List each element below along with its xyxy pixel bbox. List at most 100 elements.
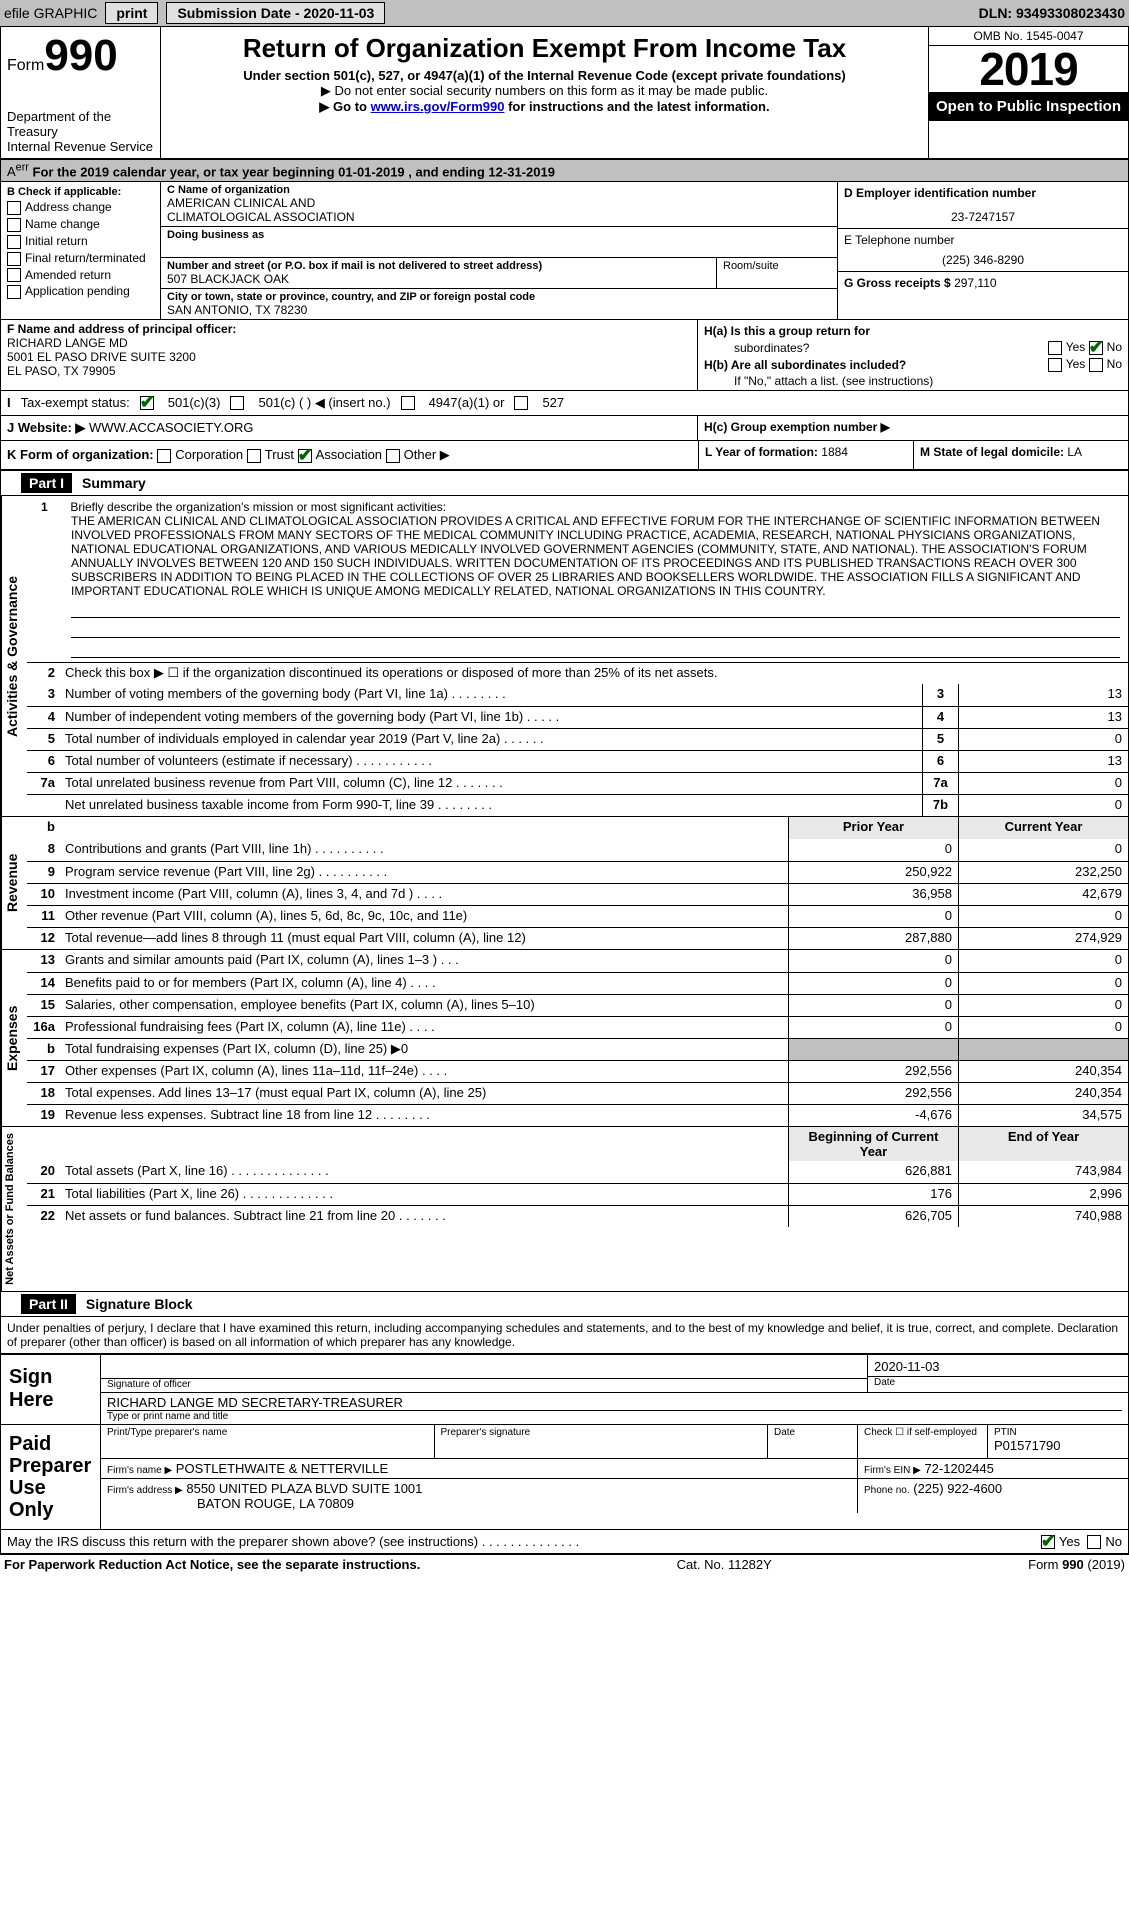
sidelabel-exp: Expenses [1,950,27,1126]
room-suite-label: Room/suite [717,258,837,288]
firm-name: POSTLETHWAITE & NETTERVILLE [176,1461,388,1476]
sidelabel-net: Net Assets or Fund Balances [1,1127,27,1291]
line-7a: 7aTotal unrelated business revenue from … [27,772,1128,794]
dba-label: Doing business as [167,229,831,241]
sig-date: 2020-11-03 [868,1357,1128,1377]
org-name-1: AMERICAN CLINICAL AND [167,196,831,210]
chk-name-change[interactable]: Name change [7,217,154,232]
hc-label: H(c) Group exemption number ▶ [704,420,890,434]
row-k-l-m: K Form of organization: Corporation Trus… [0,441,1129,471]
form-label: Form [7,57,44,74]
sign-here-label: Sign Here [1,1355,101,1424]
gross-receipts: 297,110 [954,276,997,290]
sidelabel-rev: Revenue [1,817,27,949]
officer-addr1: 5001 EL PASO DRIVE SUITE 3200 [7,350,691,364]
form-subtitle: Under section 501(c), 527, or 4947(a)(1)… [169,68,920,83]
line-9: 9Program service revenue (Part VIII, lin… [27,861,1128,883]
line-3: 3Number of voting members of the governi… [27,684,1128,706]
paid-preparer-label: Paid Preparer Use Only [1,1425,101,1529]
f-label: F Name and address of principal officer: [7,322,691,336]
preparer-phone: (225) 922-4600 [913,1481,1002,1496]
officer-name: RICHARD LANGE MD [7,336,691,350]
dln: DLN: 93493308023430 [979,5,1125,21]
tax-exempt-label: Tax-exempt status: [21,395,130,410]
part-i-title: Part I [21,473,72,493]
sig-officer-label: Signature of officer [107,1379,861,1390]
hb-no[interactable] [1089,358,1103,372]
k-label: K Form of organization: [7,447,154,462]
irs-link[interactable]: www.irs.gov/Form990 [371,99,505,114]
chk-amended-return[interactable]: Amended return [7,268,154,283]
chk-4947[interactable] [401,396,415,410]
efile-label: efile GRAPHIC [4,5,97,21]
chk-527[interactable] [514,396,528,410]
ptin: P01571790 [994,1438,1122,1453]
gross-receipts-label: G Gross receipts $ [844,276,951,290]
net-header: Beginning of Current Year End of Year [27,1127,1128,1161]
chk-501c3[interactable] [140,396,154,410]
ha-no[interactable] [1089,341,1103,355]
part-i-header: Part I Summary [0,471,1129,496]
org-name-label: C Name of organization [167,184,831,196]
line-10: 10Investment income (Part VIII, column (… [27,883,1128,905]
discuss-no[interactable] [1087,1535,1101,1549]
print-button[interactable]: print [105,2,158,24]
chk-other[interactable] [386,449,400,463]
col-b-checkboxes: B Check if applicable: Address change Na… [1,182,161,319]
date-label: Date [874,1377,1122,1388]
hb-note: If "No," attach a list. (see instruction… [704,374,1122,388]
line-15: 15Salaries, other compensation, employee… [27,994,1128,1016]
phone-label: E Telephone number [844,233,1122,247]
telephone: (225) 346-8290 [844,253,1122,267]
firm-ein: 72-1202445 [924,1461,993,1476]
mission-text: THE AMERICAN CLINICAL AND CLIMATOLOGICAL… [71,514,1100,598]
ha-yes[interactable] [1048,341,1062,355]
catalog-number: Cat. No. 11282Y [677,1557,772,1572]
line-4: 4Number of independent voting members of… [27,706,1128,728]
line-16a: 16aProfessional fundraising fees (Part I… [27,1016,1128,1038]
part-ii-name: Signature Block [86,1294,193,1314]
col-d-e-g: D Employer identification number 23-7247… [838,182,1128,319]
line-14: 14Benefits paid to or for members (Part … [27,972,1128,994]
tax-year: 2019 [929,46,1128,92]
part-ii-title: Part II [21,1294,76,1314]
expenses-section: Expenses 13Grants and similar amounts pa… [0,950,1129,1127]
chk-501c[interactable] [230,396,244,410]
open-inspection: Open to Public Inspection [929,92,1128,121]
hb-yes[interactable] [1048,358,1062,372]
dept-treasury: Department of the Treasury [7,109,154,139]
chk-corp[interactable] [157,449,171,463]
rev-header: b Prior Year Current Year [27,817,1128,839]
discuss-yes[interactable] [1041,1535,1055,1549]
firm-addr1: 8550 UNITED PLAZA BLVD SUITE 1001 [186,1481,422,1496]
line-17: 17Other expenses (Part IX, column (A), l… [27,1060,1128,1082]
form-number: 990 [44,31,117,80]
part-i-name: Summary [82,473,146,493]
chk-initial-return[interactable]: Initial return [7,234,154,249]
row-website: J Website: ▶ WWW.ACCASOCIETY.ORG H(c) Gr… [0,416,1129,441]
officer-sig-name: RICHARD LANGE MD SECRETARY-TREASURER [107,1395,1122,1411]
line-b: bTotal fundraising expenses (Part IX, co… [27,1038,1128,1060]
section-f-h: F Name and address of principal officer:… [0,320,1129,391]
ein-label: D Employer identification number [844,186,1122,200]
dept-irs: Internal Revenue Service [7,139,154,154]
section-b-c-d: B Check if applicable: Address change Na… [0,182,1129,320]
submission-date: Submission Date - 2020-11-03 [166,2,385,24]
line-22: 22Net assets or fund balances. Subtract … [27,1205,1128,1227]
revenue-section: Revenue b Prior Year Current Year 8Contr… [0,817,1129,950]
city-state-zip: SAN ANTONIO, TX 78230 [167,303,831,317]
chk-assoc[interactable] [298,449,312,463]
discuss-row: May the IRS discuss this return with the… [0,1530,1129,1555]
form-header: Form990 Department of the Treasury Inter… [0,26,1129,160]
line-13: 13Grants and similar amounts paid (Part … [27,950,1128,972]
year-formation: 1884 [821,445,848,459]
chk-application-pending[interactable]: Application pending [7,284,154,299]
name-title-label: Type or print name and title [107,1411,1122,1422]
chk-trust[interactable] [247,449,261,463]
activities-governance: Activities & Governance 1 Briefly descri… [0,496,1129,817]
top-bar: efile GRAPHIC print Submission Date - 20… [0,0,1129,26]
chk-final-return[interactable]: Final return/terminated [7,251,154,266]
chk-address-change[interactable]: Address change [7,200,154,215]
form-title: Return of Organization Exempt From Incom… [169,33,920,64]
calendar-year-row: Aerr For the 2019 calendar year, or tax … [0,160,1129,182]
